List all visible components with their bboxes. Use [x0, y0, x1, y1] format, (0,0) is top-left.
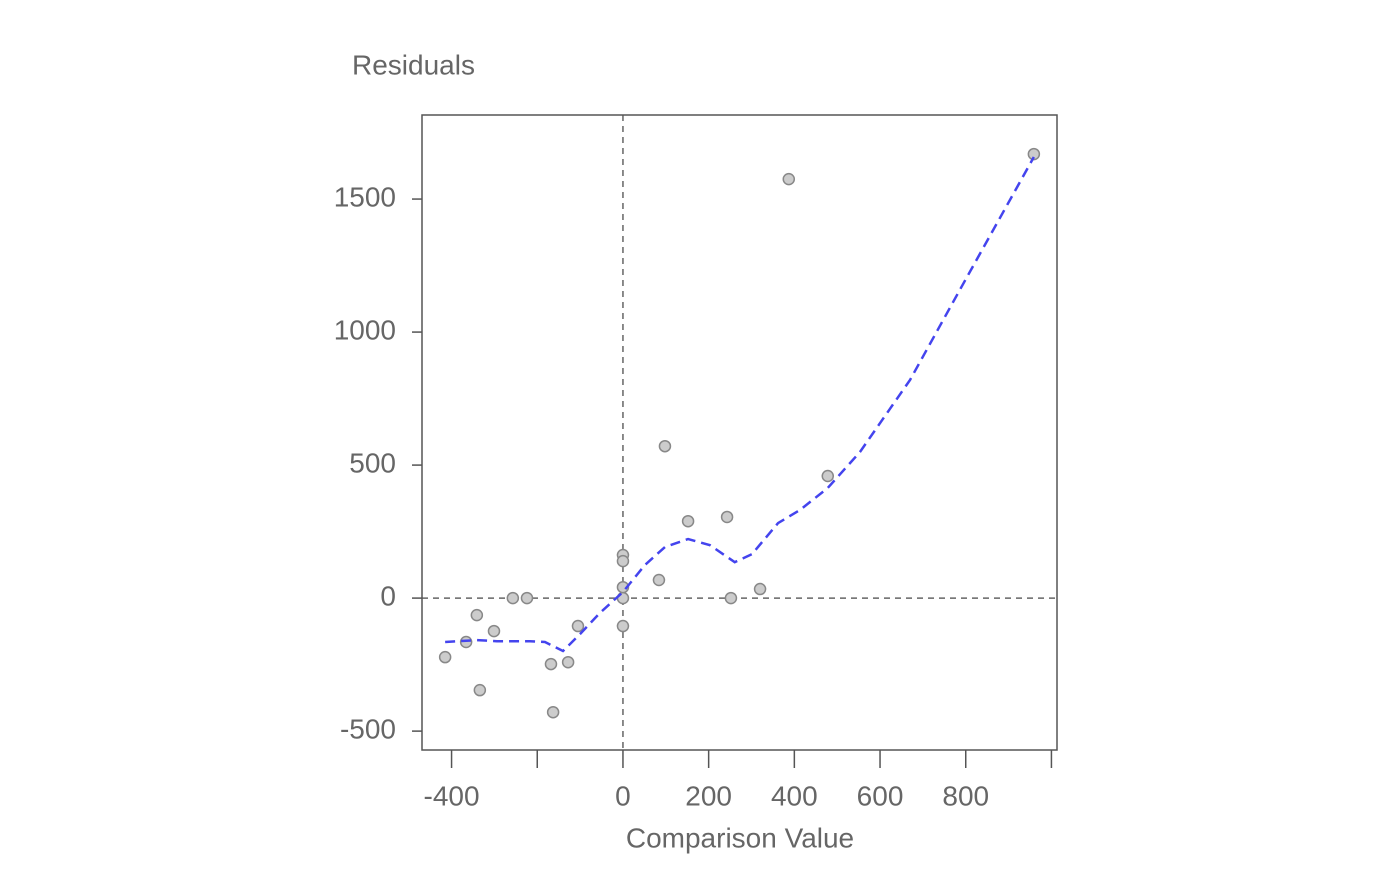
point: [561, 655, 575, 669]
point: [473, 683, 487, 697]
point: [571, 619, 585, 633]
x-tick-label: 200: [685, 780, 732, 811]
point: [720, 510, 734, 524]
y-tick-label: -500: [340, 714, 396, 745]
x-tick-label: 800: [942, 780, 989, 811]
point: [470, 608, 484, 622]
x-axis-label: Comparison Value: [626, 822, 854, 853]
point: [438, 650, 452, 664]
point: [658, 439, 672, 453]
x-tick-label: 600: [857, 780, 904, 811]
y-tick-label: 500: [349, 447, 396, 478]
point: [520, 591, 534, 605]
x-tick-label: 0: [615, 780, 631, 811]
point: [652, 573, 666, 587]
point: [616, 554, 630, 568]
point: [782, 172, 796, 186]
point: [544, 657, 558, 671]
point: [506, 591, 520, 605]
y-axis-label: Residuals: [352, 49, 475, 80]
point: [681, 514, 695, 528]
point: [724, 591, 738, 605]
smooth-line: [445, 156, 1035, 653]
x-tick-label: 400: [771, 780, 818, 811]
point: [821, 469, 835, 483]
point: [753, 582, 767, 596]
plot-frame: [421, 114, 1058, 751]
point: [616, 619, 630, 633]
y-tick-label: 1000: [334, 314, 396, 345]
point: [1027, 147, 1041, 161]
point: [487, 624, 501, 638]
x-tick-label: -400: [424, 780, 480, 811]
y-tick-label: 1500: [334, 181, 396, 212]
point: [546, 705, 560, 719]
y-tick-label: 0: [380, 580, 396, 611]
